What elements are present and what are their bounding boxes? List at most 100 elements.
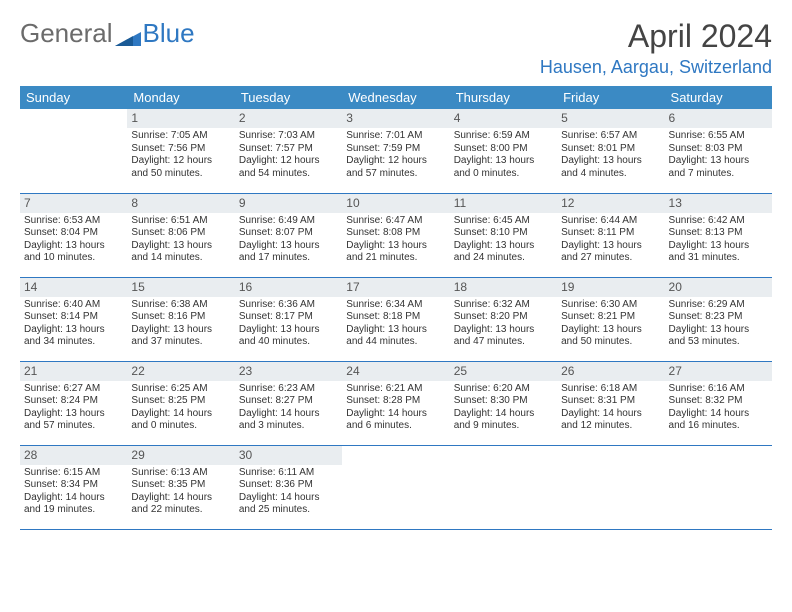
- sunrise-line: Sunrise: 6:23 AM: [239, 383, 338, 396]
- calendar-cell: 2Sunrise: 7:03 AMSunset: 7:57 PMDaylight…: [235, 109, 342, 193]
- sunrise-line: Sunrise: 6:13 AM: [131, 467, 230, 480]
- calendar-cell: 28Sunrise: 6:15 AMSunset: 8:34 PMDayligh…: [20, 445, 127, 529]
- calendar-cell: 29 Sunrise: 6:13 AMSunset: 8:35 PMDayligh…: [127, 445, 234, 529]
- day-number: 8: [127, 194, 234, 213]
- daylight-line: Daylight: 14 hours and 19 minutes.: [24, 492, 123, 517]
- sunset-line: Sunset: 8:24 PM: [24, 395, 123, 408]
- sunset-line: Sunset: 8:32 PM: [669, 395, 768, 408]
- day-number: 18: [450, 278, 557, 297]
- calendar-table: SundayMondayTuesdayWednesdayThursdayFrid…: [20, 86, 772, 530]
- sunset-line: Sunset: 8:36 PM: [239, 479, 338, 492]
- daylight-line: Daylight: 14 hours and 22 minutes.: [131, 492, 230, 517]
- calendar-cell: 23Sunrise: 6:23 AMSunset: 8:27 PMDayligh…: [235, 361, 342, 445]
- calendar-cell: 5Sunrise: 6:57 AMSunset: 8:01 PMDaylight…: [557, 109, 664, 193]
- day-number: 10: [342, 194, 449, 213]
- day-number: 24: [342, 362, 449, 381]
- weekday-header: Saturday: [665, 86, 772, 109]
- calendar-header-row: SundayMondayTuesdayWednesdayThursdayFrid…: [20, 86, 772, 109]
- calendar-row: 28Sunrise: 6:15 AMSunset: 8:34 PMDayligh…: [20, 445, 772, 529]
- daylight-line: Daylight: 12 hours and 57 minutes.: [346, 155, 445, 180]
- sunrise-line: Sunrise: 6:34 AM: [346, 299, 445, 312]
- daylight-line: Daylight: 13 hours and 17 minutes.: [239, 240, 338, 265]
- daylight-line: Daylight: 13 hours and 14 minutes.: [131, 240, 230, 265]
- calendar-cell: 8Sunrise: 6:51 AMSunset: 8:06 PMDaylight…: [127, 193, 234, 277]
- day-number: 23: [235, 362, 342, 381]
- sunrise-line: Sunrise: 6:53 AM: [24, 215, 123, 228]
- calendar-row: 21Sunrise: 6:27 AMSunset: 8:24 PMDayligh…: [20, 361, 772, 445]
- sunrise-line: Sunrise: 6:36 AM: [239, 299, 338, 312]
- sunrise-line: Sunrise: 6:47 AM: [346, 215, 445, 228]
- daylight-line: Daylight: 14 hours and 9 minutes.: [454, 408, 553, 433]
- calendar-cell: [342, 445, 449, 529]
- calendar-cell: 6Sunrise: 6:55 AMSunset: 8:03 PMDaylight…: [665, 109, 772, 193]
- calendar-cell: 12Sunrise: 6:44 AMSunset: 8:11 PMDayligh…: [557, 193, 664, 277]
- sunset-line: Sunset: 8:28 PM: [346, 395, 445, 408]
- title-block: April 2024 Hausen, Aargau, Switzerland: [540, 18, 772, 78]
- sunrise-line: Sunrise: 6:15 AM: [24, 467, 123, 480]
- calendar-cell: 13Sunrise: 6:42 AMSunset: 8:13 PMDayligh…: [665, 193, 772, 277]
- daylight-line: Daylight: 13 hours and 47 minutes.: [454, 324, 553, 349]
- calendar-cell: 1Sunrise: 7:05 AMSunset: 7:56 PMDaylight…: [127, 109, 234, 193]
- calendar-cell: [557, 445, 664, 529]
- sunset-line: Sunset: 8:18 PM: [346, 311, 445, 324]
- daylight-line: Daylight: 13 hours and 7 minutes.: [669, 155, 768, 180]
- daylight-line: Daylight: 13 hours and 27 minutes.: [561, 240, 660, 265]
- calendar-cell: 16Sunrise: 6:36 AMSunset: 8:17 PMDayligh…: [235, 277, 342, 361]
- sunrise-line: Sunrise: 6:32 AM: [454, 299, 553, 312]
- calendar-cell: 20Sunrise: 6:29 AMSunset: 8:23 PMDayligh…: [665, 277, 772, 361]
- weekday-header: Thursday: [450, 86, 557, 109]
- day-number: 22: [127, 362, 234, 381]
- day-number: 7: [20, 194, 127, 213]
- calendar-row: 1Sunrise: 7:05 AMSunset: 7:56 PMDaylight…: [20, 109, 772, 193]
- sunrise-line: Sunrise: 6:29 AM: [669, 299, 768, 312]
- brand-part1: General: [20, 18, 113, 49]
- sunset-line: Sunset: 8:01 PM: [561, 143, 660, 156]
- daylight-line: Daylight: 13 hours and 40 minutes.: [239, 324, 338, 349]
- daylight-line: Daylight: 14 hours and 0 minutes.: [131, 408, 230, 433]
- calendar-cell: [450, 445, 557, 529]
- day-number: 15: [127, 278, 234, 297]
- daylight-line: Daylight: 14 hours and 3 minutes.: [239, 408, 338, 433]
- sunrise-line: Sunrise: 6:18 AM: [561, 383, 660, 396]
- weekday-header: Friday: [557, 86, 664, 109]
- day-number: 29: [127, 446, 234, 465]
- calendar-cell: 26Sunrise: 6:18 AMSunset: 8:31 PMDayligh…: [557, 361, 664, 445]
- weekday-header: Sunday: [20, 86, 127, 109]
- brand-logo: General Blue: [20, 18, 195, 49]
- sunset-line: Sunset: 8:10 PM: [454, 227, 553, 240]
- sunset-line: Sunset: 8:35 PM: [131, 479, 230, 492]
- day-number: 5: [557, 109, 664, 128]
- day-number: 9: [235, 194, 342, 213]
- sunset-line: Sunset: 8:00 PM: [454, 143, 553, 156]
- sunset-line: Sunset: 8:34 PM: [24, 479, 123, 492]
- day-number: 27: [665, 362, 772, 381]
- sunrise-line: Sunrise: 6:11 AM: [239, 467, 338, 480]
- brand-triangle-icon: [115, 24, 141, 44]
- calendar-cell: 15Sunrise: 6:38 AMSunset: 8:16 PMDayligh…: [127, 277, 234, 361]
- calendar-cell: 14Sunrise: 6:40 AMSunset: 8:14 PMDayligh…: [20, 277, 127, 361]
- daylight-line: Daylight: 13 hours and 10 minutes.: [24, 240, 123, 265]
- calendar-cell: 30Sunrise: 6:11 AMSunset: 8:36 PMDayligh…: [235, 445, 342, 529]
- daylight-line: Daylight: 13 hours and 53 minutes.: [669, 324, 768, 349]
- sunrise-line: Sunrise: 6:38 AM: [131, 299, 230, 312]
- sunset-line: Sunset: 8:13 PM: [669, 227, 768, 240]
- daylight-line: Daylight: 14 hours and 6 minutes.: [346, 408, 445, 433]
- calendar-row: 14Sunrise: 6:40 AMSunset: 8:14 PMDayligh…: [20, 277, 772, 361]
- sunrise-line: Sunrise: 6:51 AM: [131, 215, 230, 228]
- daylight-line: Daylight: 13 hours and 4 minutes.: [561, 155, 660, 180]
- daylight-line: Daylight: 13 hours and 57 minutes.: [24, 408, 123, 433]
- weekday-header: Tuesday: [235, 86, 342, 109]
- sunrise-line: Sunrise: 6:42 AM: [669, 215, 768, 228]
- sunset-line: Sunset: 7:59 PM: [346, 143, 445, 156]
- calendar-cell: 9Sunrise: 6:49 AMSunset: 8:07 PMDaylight…: [235, 193, 342, 277]
- calendar-cell: 19Sunrise: 6:30 AMSunset: 8:21 PMDayligh…: [557, 277, 664, 361]
- daylight-line: Daylight: 12 hours and 54 minutes.: [239, 155, 338, 180]
- sunrise-line: Sunrise: 6:55 AM: [669, 130, 768, 143]
- sunrise-line: Sunrise: 6:21 AM: [346, 383, 445, 396]
- daylight-line: Daylight: 14 hours and 12 minutes.: [561, 408, 660, 433]
- sunset-line: Sunset: 8:20 PM: [454, 311, 553, 324]
- sunset-line: Sunset: 8:17 PM: [239, 311, 338, 324]
- calendar-cell: 25Sunrise: 6:20 AMSunset: 8:30 PMDayligh…: [450, 361, 557, 445]
- sunrise-line: Sunrise: 6:45 AM: [454, 215, 553, 228]
- day-number: 3: [342, 109, 449, 128]
